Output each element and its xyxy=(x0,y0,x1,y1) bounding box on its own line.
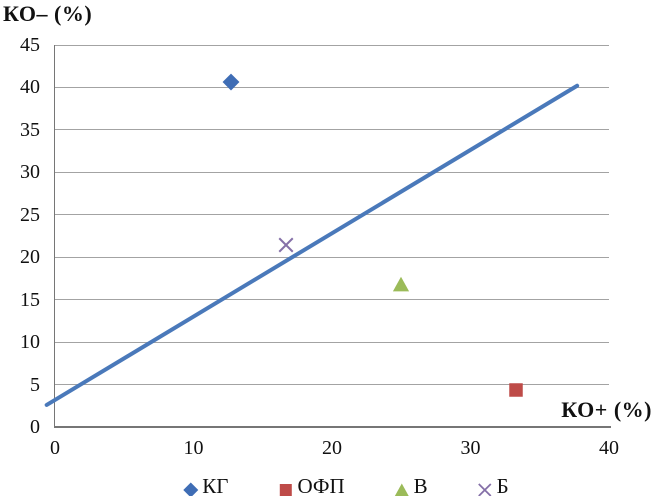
legend-item-b: Б xyxy=(477,474,509,496)
legend-item-v: В xyxy=(394,474,428,496)
data-point-ofp xyxy=(507,381,525,399)
x-axis-line xyxy=(54,426,611,428)
y-gridline xyxy=(55,214,609,216)
y-axis-title: КО– (%) xyxy=(3,1,93,26)
legend-label: В xyxy=(413,474,428,496)
y-tick-label: 30 xyxy=(20,161,40,184)
y-tick-label: 20 xyxy=(20,246,40,269)
y-tick-label: 45 xyxy=(20,34,40,56)
legend-marker-triangle-icon xyxy=(394,479,410,496)
y-gridline xyxy=(55,129,609,131)
y-gridline xyxy=(55,171,609,173)
x-tick-label: 30 xyxy=(460,437,481,459)
x-tick-label: 20 xyxy=(322,437,342,459)
y-gridline xyxy=(55,256,609,258)
y-gridline xyxy=(55,341,609,343)
x-axis-title: КО+ (%) xyxy=(561,397,652,422)
data-point-kg xyxy=(222,73,240,91)
data-point-v xyxy=(392,275,410,293)
y-tick-label: 40 xyxy=(20,76,40,99)
y-gridline xyxy=(55,384,609,386)
legend-item-ofp: ОФП xyxy=(277,474,345,496)
legend-label: ОФП xyxy=(297,474,345,496)
legend-marker-diamond-icon xyxy=(182,479,198,496)
y-tick-label: 0 xyxy=(30,416,40,438)
legend-marker-square-icon xyxy=(277,479,293,496)
x-tick-label: 40 xyxy=(599,437,619,459)
y-tick-label: 15 xyxy=(20,288,40,311)
trend-line xyxy=(44,83,580,407)
x-tick-label: 0 xyxy=(50,437,60,459)
legend: КГ ОФП В Б xyxy=(182,474,509,496)
y-tick-label: 35 xyxy=(20,118,40,141)
data-point-b xyxy=(277,236,295,254)
y-gridline xyxy=(55,86,609,88)
y-tick-label: 5 xyxy=(30,373,40,396)
legend-item-kg: КГ xyxy=(182,474,228,496)
y-gridline xyxy=(55,44,609,46)
x-tick-label: 10 xyxy=(183,437,204,459)
y-axis-line xyxy=(54,45,55,427)
legend-label: КГ xyxy=(202,474,229,496)
legend-marker-x-icon xyxy=(477,479,493,496)
y-tick-label: 25 xyxy=(20,203,40,226)
legend-label: Б xyxy=(496,474,509,496)
y-gridline xyxy=(55,299,609,301)
y-tick-label: 10 xyxy=(20,331,40,354)
